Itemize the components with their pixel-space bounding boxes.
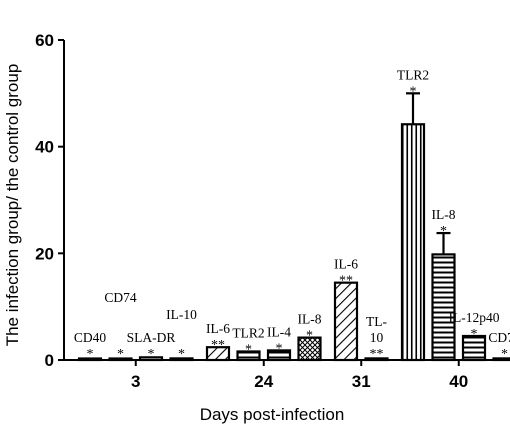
bar-name-label: IL-8 — [298, 312, 322, 327]
significance-marker: * — [87, 347, 94, 362]
significance-marker: * — [148, 347, 155, 362]
x-axis: 3 24 31 40 — [64, 359, 500, 391]
bar-name-label: SLA-DR — [127, 330, 176, 345]
bar-name-label: CD40 — [74, 330, 107, 345]
bar-group: * IL-10 — [166, 307, 197, 362]
bar-name-label: IL-8 — [432, 207, 456, 222]
y-tick-label: 0 — [45, 351, 54, 370]
y-axis-title: The infection group/ the control group — [3, 64, 22, 347]
bar-name-label: TLR2 — [232, 325, 264, 340]
bar-group: * IL-12p40 — [449, 310, 500, 362]
bar-group: * TLR2 — [232, 325, 265, 362]
bar — [236, 350, 261, 362]
bars: *CD40*CD74*SLA-DR*IL-10**IL-6*TLR2*IL-4 *… — [74, 67, 510, 362]
bar — [333, 281, 359, 362]
bar — [266, 349, 292, 362]
bar-name-label: TL-10 — [366, 314, 387, 345]
bar — [169, 357, 194, 362]
significance-marker: ** — [339, 274, 353, 289]
bar — [431, 253, 456, 362]
y-tick-label: 60 — [35, 31, 54, 50]
bar-name-label: IL-10 — [166, 307, 197, 322]
bar-group: * CD74 — [488, 330, 510, 362]
x-axis-title: Days post-infection — [200, 405, 345, 424]
bar-name-label: TLR2 — [397, 67, 429, 82]
bar — [138, 356, 164, 362]
bar-group: * CD40 — [74, 330, 107, 362]
bar — [297, 336, 322, 362]
bar — [492, 357, 510, 362]
x-tick-label: 3 — [131, 372, 140, 391]
bar-group: * SLA-DR — [127, 330, 176, 362]
y-tick-label: 20 — [35, 244, 54, 263]
bar-group: * IL-8 — [431, 207, 456, 362]
significance-marker: * — [410, 84, 417, 99]
bar-group: ** IL-6 — [205, 321, 231, 362]
bar — [77, 357, 103, 362]
y-axis: 0 20 40 60 — [35, 31, 65, 370]
bar — [108, 357, 133, 362]
significance-marker: * — [501, 347, 508, 362]
bar-group: ** IL-6 — [333, 257, 359, 362]
significance-marker: * — [178, 347, 185, 362]
bar-group: ** TL-10 — [364, 314, 389, 362]
significance-marker: * — [245, 342, 252, 357]
bar-group: * IL-4 — [266, 324, 292, 362]
significance-marker: ** — [370, 347, 384, 362]
bar-name-label: IL-6 — [334, 257, 358, 272]
significance-marker: * — [440, 224, 447, 239]
bar-group: * TLR2 — [397, 67, 429, 362]
significance-marker: ** — [211, 338, 225, 353]
x-tick-label: 24 — [254, 372, 273, 391]
x-tick-label: 31 — [352, 372, 371, 391]
significance-marker: * — [276, 341, 283, 356]
y-tick-label: 40 — [35, 138, 54, 157]
bar — [400, 123, 426, 362]
significance-marker: * — [117, 347, 124, 362]
bar-name-label: CD74 — [104, 290, 137, 305]
bar-group: * CD74 — [104, 290, 137, 362]
x-tick-label: 40 — [449, 372, 468, 391]
bar-name-label: IL-6 — [206, 321, 230, 336]
bar-name-label: IL-4 — [267, 324, 291, 339]
significance-marker: * — [306, 329, 313, 344]
bar — [364, 357, 389, 362]
bar — [461, 334, 487, 362]
bar-group: * IL-8 — [297, 312, 322, 362]
bar — [205, 346, 231, 362]
bar-name-label: IL-12p40 — [449, 310, 500, 325]
bar-name-label: CD74 — [488, 330, 510, 345]
significance-marker: * — [471, 327, 478, 342]
